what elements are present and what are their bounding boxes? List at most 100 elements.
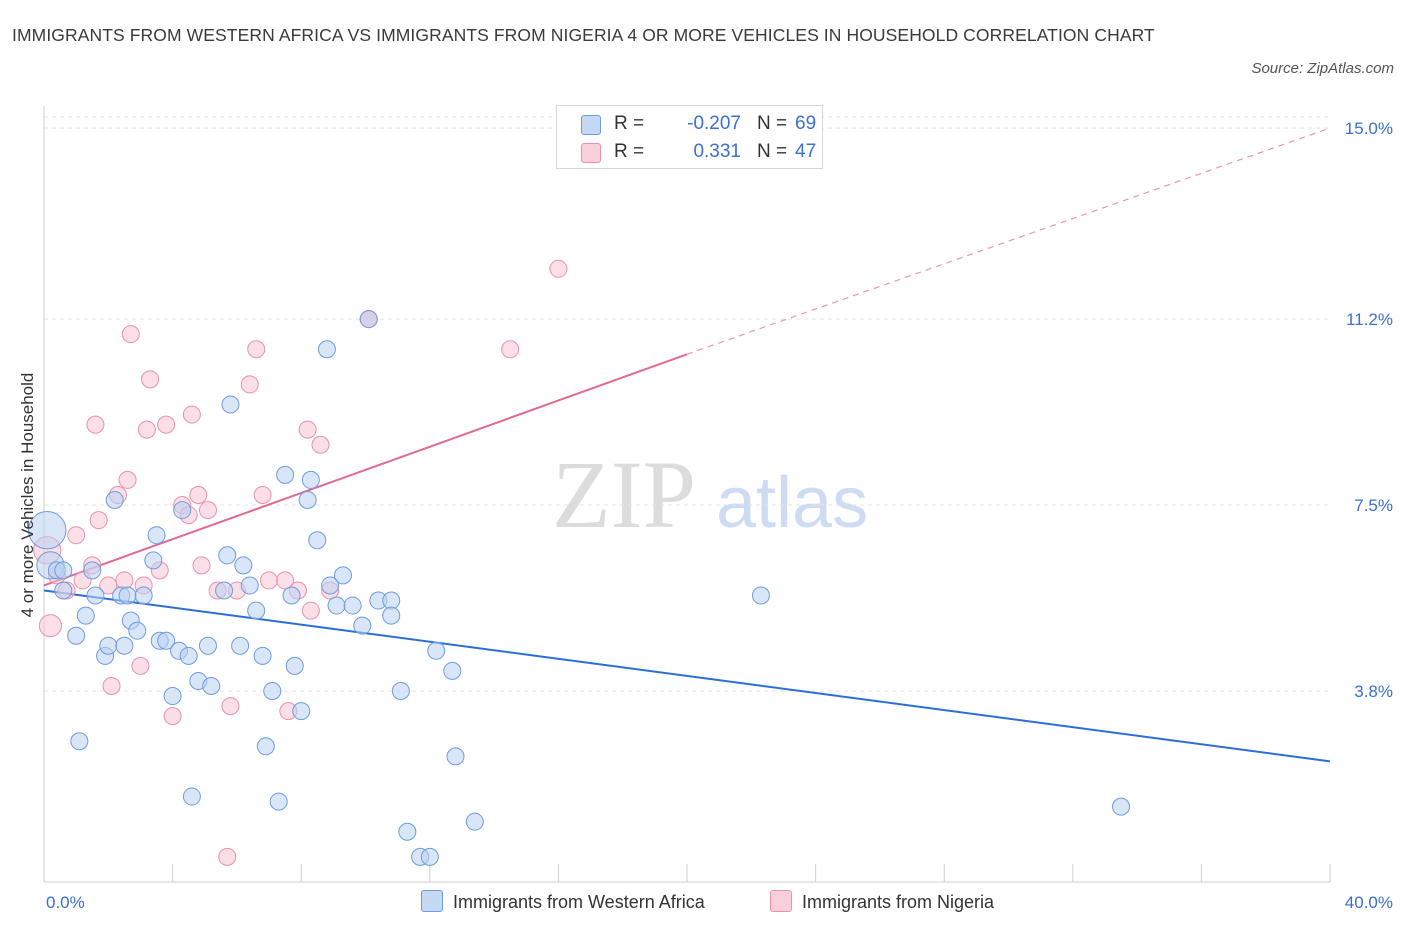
y-tick-label: 11.2%: [1346, 310, 1393, 329]
x-tick-label: 0.0%: [46, 893, 85, 912]
legend-swatch-blue: [581, 115, 601, 135]
western-africa-point: [276, 465, 295, 484]
series-label: Immigrants from Nigeria: [802, 892, 995, 912]
legend-r-label: R =: [614, 141, 645, 162]
series-swatch-pink: [770, 890, 792, 912]
nigeria-point: [99, 576, 118, 595]
nigeria-point: [157, 415, 176, 434]
nigeria-point: [276, 571, 295, 590]
western-africa-point: [157, 631, 176, 650]
nigeria-point: [311, 435, 330, 454]
western-africa-point: [343, 596, 362, 615]
axes: [43, 106, 1331, 883]
nigeria-point: [501, 340, 520, 359]
western-africa-point: [327, 596, 346, 615]
western-africa-point: [382, 591, 401, 610]
western-africa-point: [86, 586, 105, 605]
western-africa-point: [70, 732, 89, 751]
x-tick-label: 40.0%: [1345, 893, 1393, 912]
nigeria-point: [137, 420, 156, 439]
western-africa-point: [382, 606, 401, 625]
western-africa-point: [446, 747, 465, 766]
western-africa-point: [99, 636, 118, 655]
western-africa-point: [391, 682, 410, 701]
watermark: ZIP atlas: [552, 441, 868, 548]
nigeria-point: [189, 485, 208, 504]
nigeria-point: [163, 707, 182, 726]
nigeria-point: [260, 571, 279, 590]
western-africa-point: [301, 470, 320, 489]
nigeria-point: [67, 526, 86, 545]
series-label: Immigrants from Western Africa: [453, 892, 705, 912]
nigeria-point: [221, 697, 240, 716]
western-africa-point: [221, 395, 240, 414]
watermark-atlas: atlas: [716, 463, 868, 543]
nigeria-point: [86, 415, 105, 434]
western-africa-point: [67, 626, 86, 645]
western-africa-point: [427, 641, 446, 660]
western-africa-point: [163, 687, 182, 706]
western-africa-point: [134, 586, 153, 605]
nigeria-point: [121, 325, 140, 344]
legend-n-label: N =: [757, 113, 788, 134]
western-africa-point: [256, 737, 275, 756]
nigeria-point: [192, 556, 211, 575]
legend-n-label: N =: [757, 141, 788, 162]
western-africa-point: [215, 581, 234, 600]
nigeria-point: [182, 405, 201, 424]
nigeria-point: [198, 501, 217, 520]
legend-r-label: R =: [614, 113, 645, 134]
western-africa-point: [144, 551, 163, 570]
western-africa-point: [218, 546, 237, 565]
western-africa-point: [308, 531, 327, 550]
western-africa-point: [285, 656, 304, 675]
western-africa-point: [353, 616, 372, 635]
nigeria-point: [89, 511, 108, 530]
western-africa-point: [298, 491, 317, 510]
legend-swatch-pink: [581, 143, 601, 163]
y-tick-label: 7.5%: [1354, 496, 1393, 515]
western-africa-point: [198, 636, 217, 655]
western-africa-point: [269, 792, 288, 811]
correlation-legend: R = -0.207 N = 69 R = 0.331 N = 47: [556, 105, 823, 169]
western-africa-point: [292, 702, 311, 721]
western-africa-point: [420, 847, 439, 866]
legend-n-value: 69: [795, 113, 817, 134]
western-africa-point: [54, 581, 73, 600]
western-africa-point: [398, 822, 417, 841]
western-africa-point: [234, 556, 253, 575]
western-africa-point: [321, 576, 340, 595]
western-africa-point: [240, 576, 259, 595]
nigeria-point: [240, 375, 259, 394]
western-africa-point: [76, 606, 95, 625]
western-africa-point: [359, 310, 378, 329]
western-africa-point: [443, 661, 462, 680]
western-africa-point: [182, 787, 201, 806]
nigeria-trend-extension: [686, 127, 1331, 355]
nigeria-point: [131, 656, 150, 675]
series-legend-western-africa: Immigrants from Western Africa: [421, 890, 705, 913]
nigeria-point: [118, 470, 137, 489]
y-tick-label: 15.0%: [1345, 119, 1393, 138]
western-africa-point: [115, 636, 134, 655]
nigeria-point: [141, 370, 160, 389]
source-label: Source: ZipAtlas.com: [1251, 60, 1394, 77]
legend-r-value: 0.331: [693, 141, 741, 162]
legend-n-value: 47: [795, 141, 817, 162]
western-africa-point: [54, 561, 73, 580]
nigeria-point: [38, 614, 62, 638]
legend-r-value: -0.207: [687, 113, 741, 134]
nigeria-point: [301, 601, 320, 620]
western-africa-point: [28, 510, 67, 550]
western-africa-point: [105, 491, 124, 510]
watermark-zip: ZIP: [552, 441, 696, 548]
western-africa-point: [118, 586, 137, 605]
western-africa-point: [282, 586, 301, 605]
western-africa-point: [247, 601, 266, 620]
y-tick-label: 3.8%: [1354, 682, 1393, 701]
y-axis-label: 4 or more Vehicles in Household: [18, 372, 37, 618]
nigeria-point: [253, 485, 272, 504]
western-africa-point: [179, 646, 198, 665]
western-africa-point: [751, 586, 770, 605]
